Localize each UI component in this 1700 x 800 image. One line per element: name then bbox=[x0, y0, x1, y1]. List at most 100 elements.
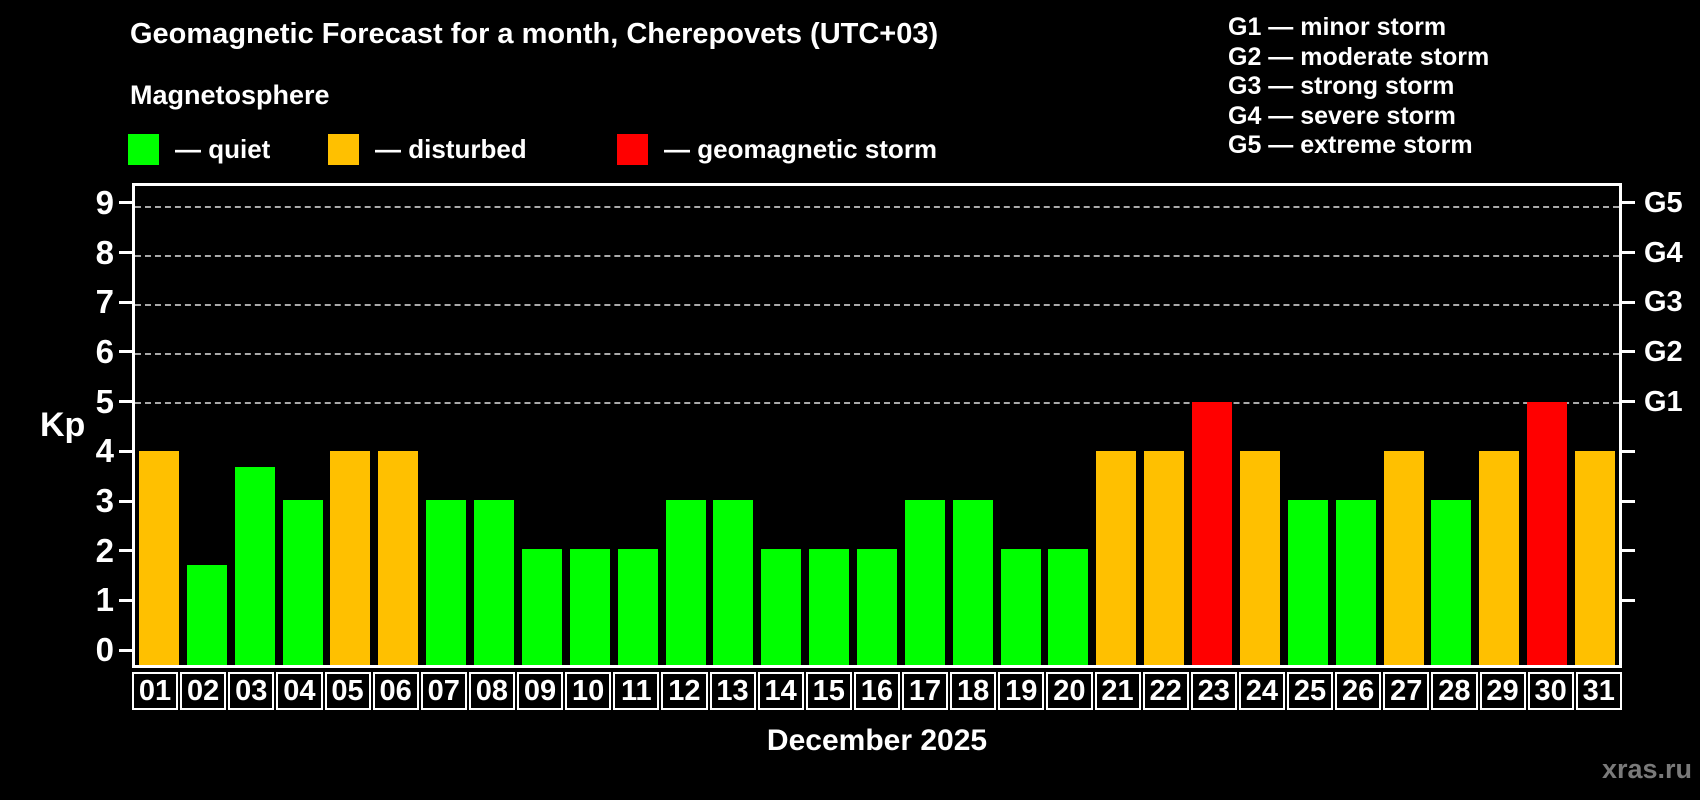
y-tick-label: 8 bbox=[95, 233, 114, 271]
day-label-28: 28 bbox=[1431, 672, 1478, 710]
kp-bar-day-01 bbox=[138, 451, 179, 665]
kp-bar-day-16 bbox=[857, 549, 897, 665]
storm-color-swatch bbox=[617, 133, 648, 165]
y-axis-tick bbox=[119, 300, 132, 304]
kp-bar-day-07 bbox=[426, 500, 467, 665]
day-label-15: 15 bbox=[805, 672, 852, 710]
kp-bar-day-29 bbox=[1479, 451, 1520, 665]
day-label-31: 31 bbox=[1575, 672, 1622, 710]
chart-subtitle: Magnetosphere bbox=[130, 80, 330, 110]
y-tick-label: 9 bbox=[95, 183, 114, 221]
kp-bar-day-12 bbox=[665, 500, 706, 665]
y-tick-label: 1 bbox=[95, 581, 114, 619]
y-axis-tick bbox=[119, 499, 132, 503]
kp-bar-day-10 bbox=[569, 549, 610, 665]
right-axis-tick bbox=[1622, 449, 1635, 453]
g-scale-legend: G1 — minor storm G2 — moderate storm G3 … bbox=[1228, 13, 1489, 161]
day-label-24: 24 bbox=[1238, 672, 1285, 710]
day-label-05: 05 bbox=[324, 672, 371, 710]
kp-bar-day-03 bbox=[234, 467, 275, 665]
kp-bar-day-25 bbox=[1287, 500, 1328, 665]
y-tick-label: 6 bbox=[95, 332, 114, 370]
legend-item-disturbed: — disturbed bbox=[328, 133, 527, 165]
right-axis-tick bbox=[1622, 400, 1635, 404]
kp-bar-day-22 bbox=[1144, 451, 1185, 665]
kp-bar-day-18 bbox=[952, 500, 993, 665]
day-label-06: 06 bbox=[372, 672, 419, 710]
g-axis-label-g4: G4 bbox=[1644, 236, 1683, 269]
day-label-23: 23 bbox=[1190, 672, 1237, 710]
kp-bar-day-02 bbox=[186, 565, 227, 665]
plot-inner bbox=[135, 186, 1619, 665]
day-label-20: 20 bbox=[1046, 672, 1093, 710]
y-axis-tick bbox=[119, 449, 132, 453]
right-axis-tick bbox=[1622, 350, 1635, 354]
y-axis-tick bbox=[119, 598, 132, 602]
y-axis-tick bbox=[119, 648, 132, 652]
right-axis-tick bbox=[1622, 549, 1635, 553]
gridline-kp5 bbox=[135, 401, 1619, 404]
kp-bar-day-15 bbox=[809, 549, 850, 665]
day-label-19: 19 bbox=[998, 672, 1045, 710]
y-axis-title: Kp bbox=[40, 406, 86, 444]
watermark: xras.ru bbox=[1601, 754, 1692, 784]
g-legend-line: G3 — strong storm bbox=[1228, 72, 1455, 101]
plot-area bbox=[132, 183, 1622, 668]
y-tick-label: 7 bbox=[95, 283, 114, 321]
quiet-color-swatch bbox=[128, 133, 159, 165]
gridline-kp6 bbox=[135, 352, 1619, 355]
g-axis-label-g2: G2 bbox=[1644, 335, 1683, 368]
g-axis-label-g5: G5 bbox=[1644, 186, 1683, 219]
y-axis-tick bbox=[119, 350, 132, 354]
kp-bar-day-11 bbox=[617, 549, 658, 665]
y-tick-label: 4 bbox=[95, 432, 114, 470]
kp-bar-day-17 bbox=[904, 500, 945, 665]
day-label-14: 14 bbox=[757, 672, 804, 710]
kp-bar-day-21 bbox=[1096, 451, 1137, 665]
g-axis-label-g3: G3 bbox=[1644, 286, 1683, 319]
kp-bar-day-19 bbox=[1000, 549, 1041, 665]
day-label-09: 09 bbox=[517, 672, 564, 710]
day-label-26: 26 bbox=[1335, 672, 1382, 710]
kp-bar-day-27 bbox=[1383, 451, 1424, 665]
day-label-02: 02 bbox=[180, 672, 227, 710]
day-label-22: 22 bbox=[1142, 672, 1189, 710]
kp-bar-day-26 bbox=[1335, 500, 1376, 665]
day-label-30: 30 bbox=[1527, 672, 1574, 710]
day-label-16: 16 bbox=[853, 672, 900, 710]
kp-bar-day-04 bbox=[282, 500, 323, 665]
day-label-27: 27 bbox=[1383, 672, 1430, 710]
day-label-29: 29 bbox=[1479, 672, 1526, 710]
gridline-kp8 bbox=[135, 254, 1619, 257]
right-axis-tick bbox=[1622, 251, 1635, 255]
right-axis-tick bbox=[1622, 300, 1635, 304]
kp-bar-day-24 bbox=[1239, 451, 1280, 665]
disturbed-color-swatch bbox=[328, 133, 359, 165]
day-label-03: 03 bbox=[228, 672, 275, 710]
day-label-07: 07 bbox=[420, 672, 467, 710]
day-label-21: 21 bbox=[1094, 672, 1141, 710]
y-tick-label: 5 bbox=[95, 382, 114, 420]
day-label-04: 04 bbox=[276, 672, 323, 710]
kp-bar-day-23 bbox=[1192, 401, 1233, 665]
right-axis-tick bbox=[1622, 499, 1635, 503]
day-label-11: 11 bbox=[613, 672, 660, 710]
legend-item-storm: — geomagnetic storm bbox=[617, 133, 937, 165]
kp-bar-day-30 bbox=[1527, 401, 1568, 665]
kp-bar-day-13 bbox=[713, 500, 754, 665]
day-label-25: 25 bbox=[1287, 672, 1334, 710]
g-legend-line: G5 — extreme storm bbox=[1228, 131, 1473, 160]
day-label-13: 13 bbox=[709, 672, 756, 710]
gridline-kp7 bbox=[135, 303, 1619, 306]
g-legend-line: G2 — moderate storm bbox=[1228, 42, 1490, 71]
y-tick-label: 2 bbox=[95, 531, 114, 569]
x-axis-title: December 2025 bbox=[766, 724, 988, 757]
legend-label: — geomagnetic storm bbox=[664, 133, 938, 164]
day-label-08: 08 bbox=[468, 672, 515, 710]
kp-bar-day-28 bbox=[1431, 500, 1472, 665]
legend-item-quiet: — quiet bbox=[128, 133, 270, 165]
chart-title: Geomagnetic Forecast for a month, Cherep… bbox=[130, 18, 939, 50]
g-axis-label-g1: G1 bbox=[1644, 385, 1683, 418]
right-axis-tick bbox=[1622, 201, 1635, 205]
